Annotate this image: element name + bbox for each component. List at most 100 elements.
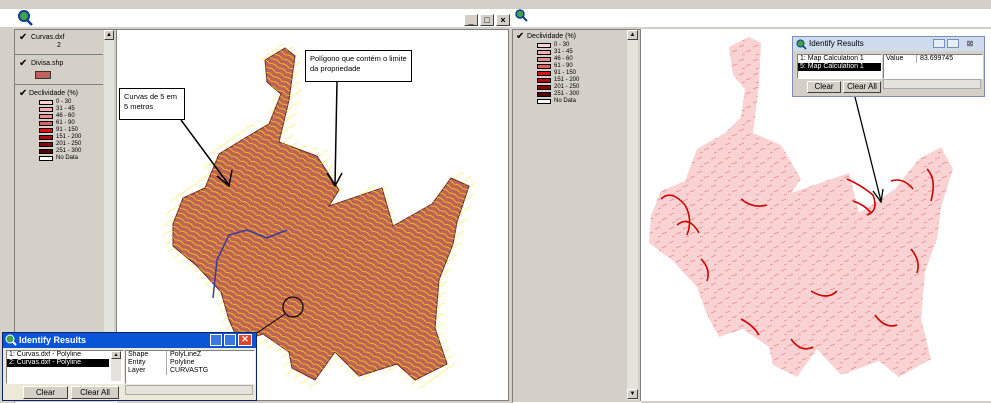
left-app-icon	[16, 9, 34, 27]
legend-color-swatch	[537, 71, 551, 76]
legend-row: No Data	[537, 98, 625, 105]
legend-label: No Data	[554, 98, 577, 104]
legend-label: 201 - 250	[56, 141, 82, 147]
toc-layer-declividade[interactable]: ✔ Declividade (%) 0 - 30 31 - 45 46 - 60 61…	[17, 88, 103, 178]
identify-feature-list[interactable]: 1: Map Calculation 1 5: Map Calculation …	[797, 54, 882, 79]
clear-button[interactable]: Clear	[23, 386, 68, 399]
magnifier-globe-icon	[18, 10, 33, 26]
toc-scrollbar[interactable]: ▲	[104, 30, 114, 400]
toc-layer-curvas[interactable]: ✔ Curvas.dxf 2	[17, 32, 97, 52]
maximize-button[interactable]: □	[480, 14, 494, 26]
horizontal-scrollbar[interactable]	[883, 79, 981, 89]
identify-minimize-button[interactable]	[210, 334, 222, 346]
table-row: Value 83.699745	[884, 55, 982, 63]
table-row: Layer CURVASTG	[126, 367, 254, 375]
contour-interval-callout: Curvas de 5 em 5 metros	[119, 88, 185, 120]
scroll-down-button[interactable]: ▼	[627, 389, 638, 399]
field-value: Polyline	[170, 359, 195, 366]
toc-separator	[15, 54, 103, 55]
scroll-up-button[interactable]: ▲	[104, 30, 114, 40]
scroll-up-button[interactable]: ▲	[627, 30, 638, 40]
field-value: 83.699745	[920, 55, 954, 62]
left-map-view[interactable]: Curvas de 5 em 5 metros Polígono que con…	[116, 29, 509, 401]
legend-label: 31 - 45	[554, 49, 573, 55]
table-row: Entity Polyline	[126, 359, 254, 367]
legend-color-swatch	[537, 50, 551, 55]
legend-color-swatch	[39, 107, 53, 112]
legend-label: 0 - 30	[554, 42, 570, 48]
legend-row: 46 - 60	[39, 113, 103, 120]
field-name: Shape	[126, 351, 167, 359]
identify-maximize-button[interactable]	[224, 334, 236, 346]
list-item-selected[interactable]: 5: Map Calculation 1	[798, 63, 881, 71]
identify-close-button[interactable]: ⊠	[966, 39, 974, 48]
legend-row: 0 - 30	[537, 42, 625, 49]
right-app-icon	[514, 9, 528, 23]
list-item-selected[interactable]: 2: Curvas.dxf - Polyline	[7, 359, 109, 367]
legend-color-swatch	[39, 156, 53, 161]
list-item[interactable]: 1: Curvas.dxf - Polyline	[9, 351, 81, 358]
toc-layer-name: Declividade (%)	[527, 33, 577, 40]
legend-color-swatch	[537, 92, 551, 97]
list-item[interactable]: 1: Map Calculation 1	[800, 55, 864, 62]
identify-attribute-table[interactable]: Shape PolyLineZ Entity Polyline Layer CU…	[125, 350, 255, 384]
identify-minimize-button[interactable]	[933, 39, 945, 48]
slope-legend: 0 - 30 31 - 45 46 - 60 61 - 90 91 - 150 151 -…	[535, 42, 625, 105]
toc-scrollbar[interactable]: ▲ ▼	[627, 30, 638, 400]
right-title-bar	[511, 9, 991, 27]
toc-layer-divisa[interactable]: ✔ Divisa.shp	[17, 58, 97, 82]
clear-all-button[interactable]: Clear All	[71, 386, 119, 399]
legend-label: 91 - 150	[554, 70, 577, 76]
scroll-up-button[interactable]: ▲	[111, 351, 121, 359]
identify-title-bar[interactable]: Identify Results ✕	[3, 333, 256, 348]
legend-row: 46 - 60	[537, 56, 625, 63]
contour-lines	[173, 48, 469, 380]
legend-color-swatch	[39, 128, 53, 133]
legend-label: 61 - 90	[56, 120, 75, 126]
legend-label: No Data	[56, 155, 79, 161]
identify-maximize-button[interactable]	[947, 39, 959, 48]
legend-color-swatch	[39, 142, 53, 147]
right-table-of-contents[interactable]: ✔ Declividade (%) 0 - 30 31 - 45 46 - 60 61…	[512, 29, 641, 403]
horizontal-scrollbar[interactable]	[125, 385, 253, 395]
toc-layer-value: 2	[57, 42, 61, 49]
legend-label: 151 - 200	[554, 77, 580, 83]
legend-color-swatch	[39, 121, 53, 126]
visibility-check-icon[interactable]: ✔	[19, 32, 28, 43]
visibility-check-icon[interactable]: ✔	[19, 58, 28, 69]
legend-label: 91 - 150	[56, 127, 79, 133]
minimize-button[interactable]: _	[464, 14, 478, 26]
close-button[interactable]: ×	[496, 14, 510, 26]
legend-row: 91 - 150	[537, 70, 625, 77]
toc-layer-name: Curvas.dxf	[31, 34, 65, 41]
identify-results-dialog-right[interactable]: Identify Results ⊠ 1: Map Calculation 1 …	[792, 36, 985, 97]
legend-row: 91 - 150	[39, 127, 103, 134]
legend-label: 201 - 250	[554, 84, 580, 90]
identify-results-dialog-left[interactable]: Identify Results ✕ 1: Curvas.dxf - Polyl…	[2, 332, 257, 401]
field-value: PolyLineZ	[170, 351, 202, 358]
identify-attribute-table[interactable]: Value 83.699745	[883, 54, 983, 79]
legend-row: 151 - 200	[39, 134, 103, 141]
legend-color-swatch	[537, 43, 551, 48]
clear-all-button[interactable]: Clear All	[843, 81, 881, 93]
list-scrollbar[interactable]: ▲	[111, 351, 121, 381]
slope-raster	[649, 37, 953, 377]
legend-label: 0 - 30	[56, 99, 72, 105]
callout-arrows	[180, 80, 343, 340]
identify-feature-list[interactable]: 1: Curvas.dxf - Polyline 2: Curvas.dxf -…	[6, 350, 124, 384]
field-name: Entity	[126, 359, 167, 367]
legend-row: 0 - 30	[39, 99, 103, 106]
property-limit-callout: Polígono que contém o limite da propried…	[305, 50, 412, 82]
visibility-check-icon[interactable]: ✔	[516, 31, 525, 42]
clear-button[interactable]: Clear	[807, 81, 841, 93]
identify-title-bar[interactable]: Identify Results ⊠	[793, 37, 984, 51]
visibility-check-icon[interactable]: ✔	[19, 88, 28, 99]
identify-title: Identify Results	[19, 335, 87, 345]
legend-label: 251 - 300	[56, 148, 82, 154]
identify-close-button[interactable]: ✕	[238, 334, 252, 346]
legend-color-swatch	[39, 114, 53, 119]
magnifier-globe-icon	[5, 334, 17, 346]
legend-row: 201 - 250	[39, 141, 103, 148]
toc-separator	[15, 84, 103, 85]
legend-row: 251 - 300	[39, 148, 103, 155]
